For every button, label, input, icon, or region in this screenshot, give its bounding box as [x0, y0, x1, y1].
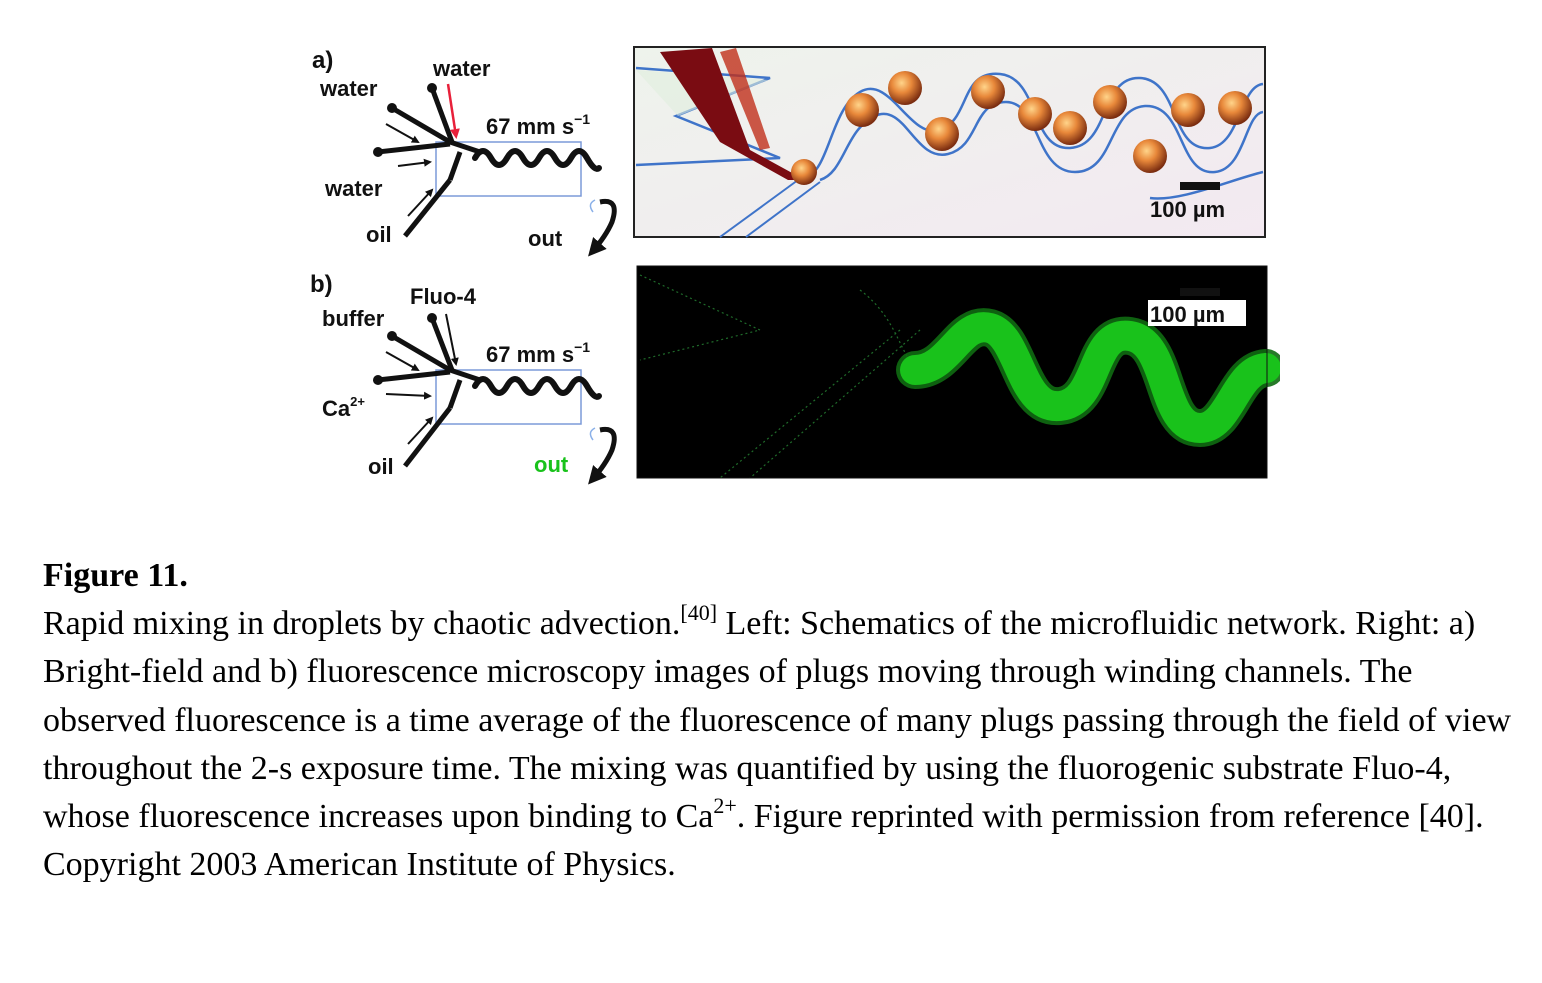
caption-ion-sup: 2+ [713, 793, 737, 819]
panel-b-label: b) [310, 271, 333, 298]
caption-text-3: . Figure reprinted with permission from … [43, 798, 1484, 884]
figure-11: a) water water water oil out 67 mm s−1 [300, 30, 1280, 500]
caption-title: Figure 11. [43, 557, 188, 594]
speed-label-b: 67 mm s−1 [486, 339, 590, 367]
caption-text-2: Left: Schematics of the microfluidic net… [43, 605, 1512, 836]
schematic-a: a) water water water oil out 67 mm s−1 [312, 47, 617, 257]
scale-bar-a [1180, 182, 1220, 190]
inlet-top-label-b: Fluo-4 [410, 284, 477, 309]
panel-a-label: a) [312, 47, 333, 74]
scale-bar-b [1180, 288, 1220, 296]
outlet-label-a: out [528, 226, 563, 251]
scale-bar-label-b: 100 µm [1150, 302, 1225, 327]
brightfield-image-a: 100 µm [633, 46, 1266, 238]
fluorescence-image-b: 100 µm [636, 265, 1280, 479]
inlet-mid-label-a: water [324, 176, 383, 201]
caption-ref-1[interactable]: [40] [680, 600, 718, 626]
scale-bar-label-a: 100 µm [1150, 197, 1225, 222]
inlet-left-label-b: buffer [322, 306, 385, 331]
inlet-left-label-a: water [319, 76, 378, 101]
figure-caption: Figure 11. Rapid mixing in droplets by c… [43, 552, 1513, 889]
inlet-top-label-a: water [432, 56, 491, 81]
outlet-label-b: out [534, 452, 569, 477]
figure-svg: a) water water water oil out 67 mm s−1 [310, 46, 1280, 485]
caption-text-1: Rapid mixing in droplets by chaotic adve… [43, 605, 681, 643]
inlet-mid-label-b: Ca2+ [322, 394, 365, 421]
inlet-oil-label-a: oil [366, 222, 392, 247]
speed-label-a: 67 mm s−1 [486, 111, 590, 139]
schematic-b: b) Fluo-4 buffer Ca2+ oil out 67 mm s−1 [310, 271, 617, 485]
inlet-oil-label-b: oil [368, 454, 394, 479]
